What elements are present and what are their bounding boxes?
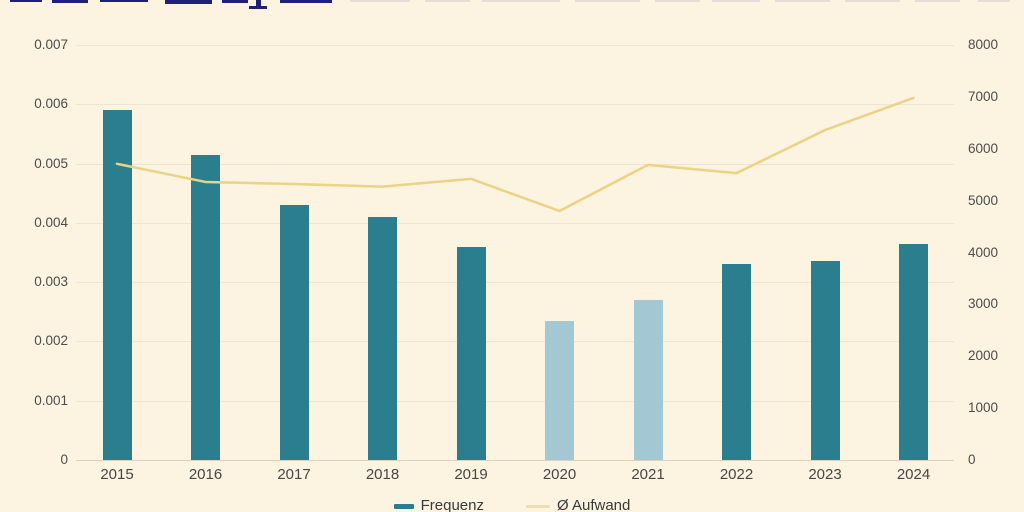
gridline bbox=[76, 104, 954, 106]
title-fragment bbox=[10, 0, 42, 2]
clipped-title-fragments bbox=[0, 0, 1024, 12]
frequenz-swatch-icon bbox=[393, 503, 414, 509]
title-fragment bbox=[165, 0, 212, 4]
x-axis-label-2015: 2015 bbox=[100, 466, 134, 483]
y-axis-left-tick-label: 0 bbox=[60, 452, 68, 467]
x-axis-label-2020: 2020 bbox=[542, 466, 577, 483]
bar-2022 bbox=[722, 264, 751, 460]
gridline bbox=[76, 460, 954, 461]
y-axis-right-tick-label: 1000 bbox=[968, 400, 999, 416]
gridline bbox=[76, 45, 954, 46]
legend-item-aufwand[interactable]: Ø Aufwand bbox=[525, 497, 631, 512]
title-fragment bbox=[249, 6, 267, 9]
x-axis-label-2018: 2018 bbox=[365, 466, 400, 483]
legend-item-frequenz[interactable]: Frequenz bbox=[393, 497, 484, 512]
y-axis-right-tick-label: 5000 bbox=[968, 192, 999, 208]
legend-label-aufwand: Ø Aufwand bbox=[556, 497, 631, 512]
y-axis-left-tick-label: 0.006 bbox=[34, 96, 68, 112]
y-axis-left-tick-label: 0.007 bbox=[34, 37, 68, 52]
y-axis-right-tick-label: 3000 bbox=[968, 296, 999, 312]
title-fragment bbox=[482, 0, 560, 2]
y-axis-right-tick-label: 6000 bbox=[968, 140, 999, 156]
title-fragment bbox=[256, 0, 261, 7]
title-fragment bbox=[915, 0, 960, 2]
bar-2018 bbox=[368, 216, 397, 460]
y-axis-right-tick-label: 0 bbox=[968, 452, 976, 467]
x-axis-label-2016: 2016 bbox=[188, 466, 223, 483]
bar-2024 bbox=[899, 243, 928, 460]
y-axis-right-tick-label: 2000 bbox=[968, 348, 999, 364]
aufwand-swatch-icon bbox=[525, 504, 550, 508]
y-axis-left-tick-label: 0.002 bbox=[34, 333, 68, 349]
title-fragment bbox=[978, 0, 1010, 2]
title-fragment bbox=[425, 0, 470, 2]
gridline bbox=[76, 341, 954, 343]
y-axis-right-tick-label: 4000 bbox=[968, 244, 999, 260]
x-axis-label-2024: 2024 bbox=[896, 466, 931, 483]
y-axis-right-tick-label: 7000 bbox=[968, 88, 999, 104]
title-fragment bbox=[222, 0, 248, 3]
title-fragment bbox=[100, 0, 148, 2]
gridline bbox=[76, 222, 954, 224]
y-axis-right-tick-label: 8000 bbox=[968, 37, 999, 52]
bar-2017 bbox=[279, 205, 309, 460]
legend: Frequenz Ø Aufwand bbox=[0, 496, 1024, 512]
x-axis-label-2023: 2023 bbox=[808, 466, 842, 483]
title-fragment bbox=[52, 0, 88, 3]
gridline bbox=[76, 282, 954, 284]
y-axis-left-tick-label: 0.004 bbox=[34, 214, 68, 230]
bar-2021 bbox=[633, 299, 663, 460]
title-fragment bbox=[350, 0, 410, 2]
gridline bbox=[76, 400, 954, 402]
aufwand-line bbox=[115, 96, 915, 213]
bar-2016 bbox=[191, 154, 220, 460]
x-axis-label-2021: 2021 bbox=[631, 466, 665, 483]
x-axis-label-2022: 2022 bbox=[719, 466, 754, 483]
title-fragment bbox=[845, 0, 900, 2]
x-axis-label-2017: 2017 bbox=[277, 466, 311, 483]
x-axis-label-2019: 2019 bbox=[454, 466, 488, 483]
title-fragment bbox=[655, 0, 700, 2]
bar-2020 bbox=[545, 320, 574, 460]
y-axis-left-tick-label: 0.003 bbox=[34, 274, 68, 290]
legend-label-frequenz: Frequenz bbox=[420, 497, 484, 512]
bar-2023 bbox=[810, 261, 840, 460]
bar-2019 bbox=[456, 246, 486, 460]
y-axis-left-tick-label: 0.005 bbox=[34, 155, 68, 171]
y-axis-left-tick-label: 0.001 bbox=[34, 392, 68, 408]
title-fragment bbox=[775, 0, 830, 2]
title-fragment bbox=[712, 0, 760, 2]
title-fragment bbox=[280, 0, 332, 3]
bar-2015 bbox=[102, 110, 132, 460]
title-fragment bbox=[575, 0, 640, 2]
